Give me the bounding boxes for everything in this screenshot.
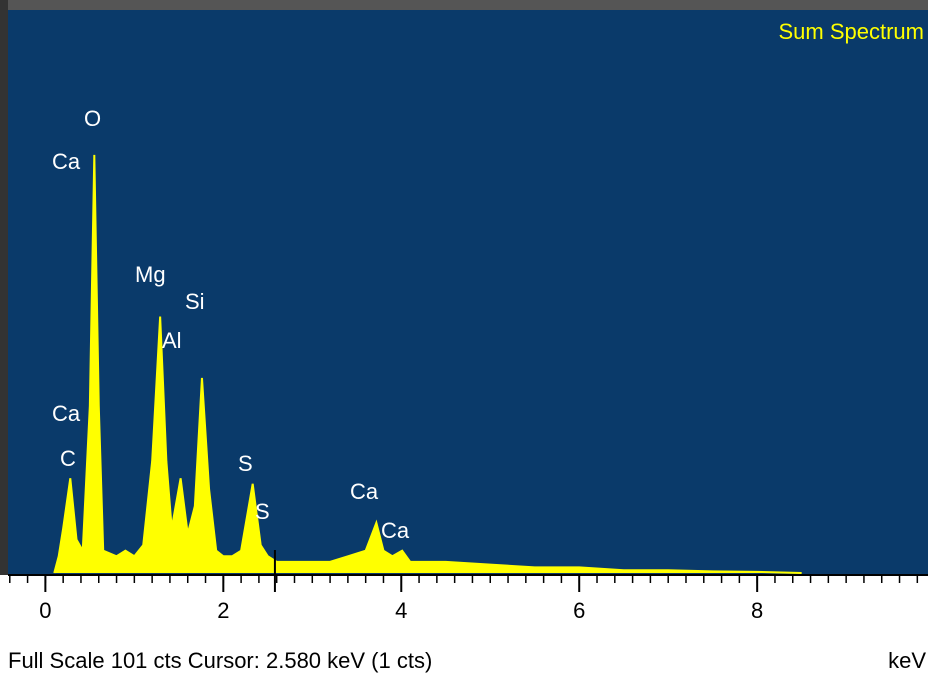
chart-title: Sum Spectrum — [779, 19, 925, 44]
x-tick-label: 6 — [573, 598, 585, 623]
top-strip — [0, 0, 928, 10]
footer: Full Scale 101 cts Cursor: 2.580 keV (1 … — [8, 648, 432, 673]
x-tick-label: 8 — [751, 598, 763, 623]
peak-label: Mg — [135, 262, 166, 287]
peak-label: Ca — [381, 518, 410, 543]
plot-background — [8, 10, 928, 575]
left-border — [0, 0, 8, 575]
x-tick-label: 2 — [217, 598, 229, 623]
peak-label: C — [60, 446, 76, 471]
peak-label: Ca — [350, 479, 379, 504]
chart: Sum Spectrum Full Scale 101 cts Cursor: … — [0, 0, 928, 684]
peak-label: S — [255, 499, 270, 524]
peak-label: O — [84, 106, 101, 131]
peak-label: S — [238, 451, 253, 476]
peak-label: Al — [162, 328, 182, 353]
peak-label: Ca — [52, 401, 81, 426]
peak-label: Ca — [52, 149, 81, 174]
x-tick-label: 4 — [395, 598, 407, 623]
x-axis-label: keV — [888, 648, 926, 673]
x-tick-label: 0 — [39, 598, 51, 623]
peak-label: Si — [185, 289, 205, 314]
